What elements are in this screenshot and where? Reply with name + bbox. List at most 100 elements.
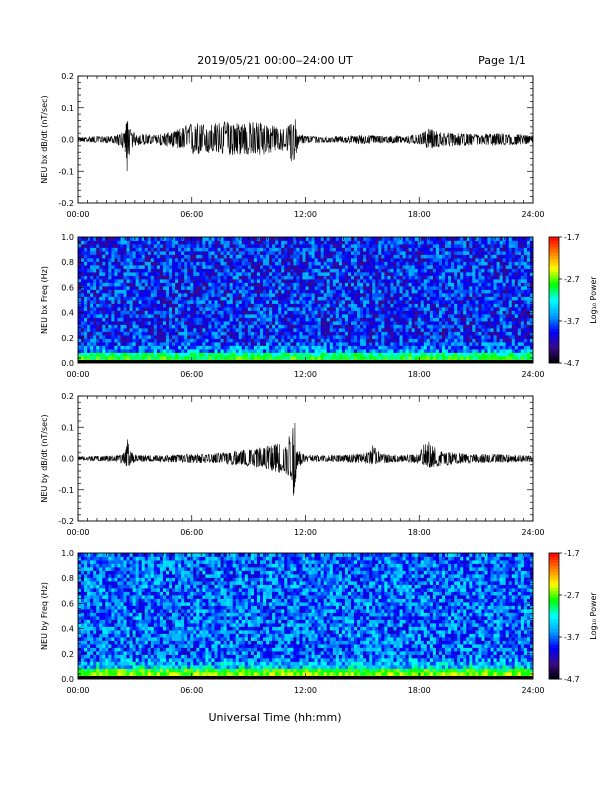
panel2-heatmap-cell <box>293 272 297 276</box>
panel2-heatmap-cell <box>117 349 121 353</box>
panel2-heatmap-cell <box>354 310 358 315</box>
panel2-heatmap-cell <box>165 345 170 350</box>
panel2-heatmap-cell <box>208 314 212 318</box>
panel2-heatmap-cell <box>150 345 155 350</box>
panel2-heatmap-cell <box>302 314 306 318</box>
panel2-heatmap-cell <box>244 244 249 248</box>
panel2-heatmap-cell <box>296 244 300 248</box>
panel2-heatmap-cell <box>214 349 218 353</box>
panel2-heatmap-cell <box>354 321 358 325</box>
panel2-heatmap-cell <box>214 352 218 357</box>
panel2-heatmap-cell <box>426 247 431 252</box>
panel2-heatmap-cell <box>120 268 124 273</box>
panel2-heatmap-cell <box>256 258 261 262</box>
panel2-heatmap-cell <box>172 272 176 276</box>
panel2-heatmap-cell <box>429 279 434 283</box>
panel2-heatmap-cell <box>344 342 349 346</box>
panel2-heatmap-cell <box>269 247 273 252</box>
panel2-heatmap-cell <box>454 342 458 346</box>
panel2-heatmap-cell <box>272 300 276 304</box>
panel2-heatmap-cell <box>275 310 279 315</box>
panel2-heatmap-cell <box>214 258 218 262</box>
panel2-heatmap-cell <box>463 289 467 294</box>
panel2-heatmap-cell <box>96 265 100 269</box>
panel2-heatmap-cell <box>144 321 149 325</box>
panel2-heatmap-cell <box>260 247 264 252</box>
panel2-heatmap-cell <box>214 345 218 350</box>
panel2-heatmap-cell <box>338 279 343 283</box>
panel2-heatmap-cell <box>478 300 482 304</box>
panel2-heatmap-cell <box>84 282 88 287</box>
panel2-heatmap-cell <box>184 352 188 357</box>
panel2-heatmap-cell <box>338 356 343 360</box>
panel2-heatmap-cell <box>290 331 294 336</box>
panel2-heatmap-cell <box>429 310 434 315</box>
panel2-heatmap-cell <box>423 261 428 266</box>
panel2-heatmap-cell <box>332 342 337 346</box>
panel2-heatmap-cell <box>460 251 464 255</box>
panel2-heatmap-cell <box>90 258 94 262</box>
panel2-heatmap-cell <box>99 286 103 290</box>
panel2-heatmap-cell <box>478 293 482 297</box>
panel2-heatmap-cell <box>344 310 349 315</box>
panel2-heatmap-cell <box>105 307 109 311</box>
panel2-heatmap-cell <box>375 328 379 332</box>
panel2-heatmap-cell <box>99 289 103 294</box>
panel2-heatmap-cell <box>326 237 331 241</box>
panel2-heatmap-cell <box>202 310 206 315</box>
panel2-heatmap-cell <box>260 352 264 357</box>
panel2-heatmap-cell <box>317 331 322 336</box>
panel2-heatmap-cell <box>84 254 88 259</box>
panel2-heatmap-cell <box>396 307 400 311</box>
panel2-heatmap-cell <box>287 331 291 336</box>
panel2-heatmap-cell <box>190 300 194 304</box>
panel2-heatmap-cell <box>144 324 149 329</box>
panel2-heatmap-cell <box>141 300 146 304</box>
panel2-heatmap-cell <box>190 289 194 294</box>
panel2-heatmap-cell <box>445 349 449 353</box>
panel2-heatmap-cell <box>266 349 270 353</box>
panel2-heatmap-cell <box>338 321 343 325</box>
panel2-heatmap-cell <box>354 237 358 241</box>
panel2-heatmap-cell <box>181 307 185 311</box>
panel2-heatmap-cell <box>223 310 228 315</box>
panel2-heatmap-cell <box>411 247 416 252</box>
panel2-heatmap-cell <box>396 296 400 301</box>
panel2-heatmap-cell <box>390 338 394 343</box>
panel2-heatmap-cell <box>205 237 209 241</box>
panel2-heatmap-cell <box>460 272 464 276</box>
panel2-heatmap-cell <box>175 293 179 297</box>
panel2-heatmap-cell <box>469 244 473 248</box>
panel1-x-tick-label: 06:00 <box>180 210 203 219</box>
panel2-heatmap-cell <box>235 300 240 304</box>
panel2-heatmap-cell <box>329 300 334 304</box>
panel2-heatmap-cell <box>332 331 337 336</box>
panel2-heatmap-cell <box>329 314 334 318</box>
panel2-heatmap-cell <box>341 286 346 290</box>
panel2-heatmap-cell <box>208 335 212 339</box>
panel2-heatmap-cell <box>305 247 309 252</box>
panel2-heatmap-cell <box>138 310 143 315</box>
panel2-heatmap-cell <box>217 240 221 245</box>
panel2-heatmap-cell <box>341 352 346 357</box>
panel2-heatmap-cell <box>469 296 473 301</box>
panel2-heatmap-cell <box>141 324 146 329</box>
panel2-heatmap-cell <box>150 251 155 255</box>
panel2-heatmap-cell <box>375 321 379 325</box>
panel2-heatmap-cell <box>396 317 400 322</box>
panel2-heatmap-cell <box>344 331 349 336</box>
panel2-heatmap-cell <box>132 240 137 245</box>
panel2-heatmap-cell <box>214 307 218 311</box>
panel2-heatmap-cell <box>165 261 170 266</box>
panel2-heatmap-cell <box>402 310 406 315</box>
panel2-heatmap-cell <box>244 328 249 332</box>
panel2-heatmap-cell <box>384 300 388 304</box>
panel2-heatmap-cell <box>438 338 443 343</box>
panel2-heatmap-cell <box>378 244 382 248</box>
panel2-heatmap-cell <box>87 282 91 287</box>
panel2-heatmap-cell <box>311 314 315 318</box>
panel2-heatmap-cell <box>102 324 106 329</box>
panel2-heatmap-cell <box>90 352 94 357</box>
panel2-heatmap-cell <box>93 254 97 259</box>
panel2-heatmap-cell <box>126 303 130 308</box>
